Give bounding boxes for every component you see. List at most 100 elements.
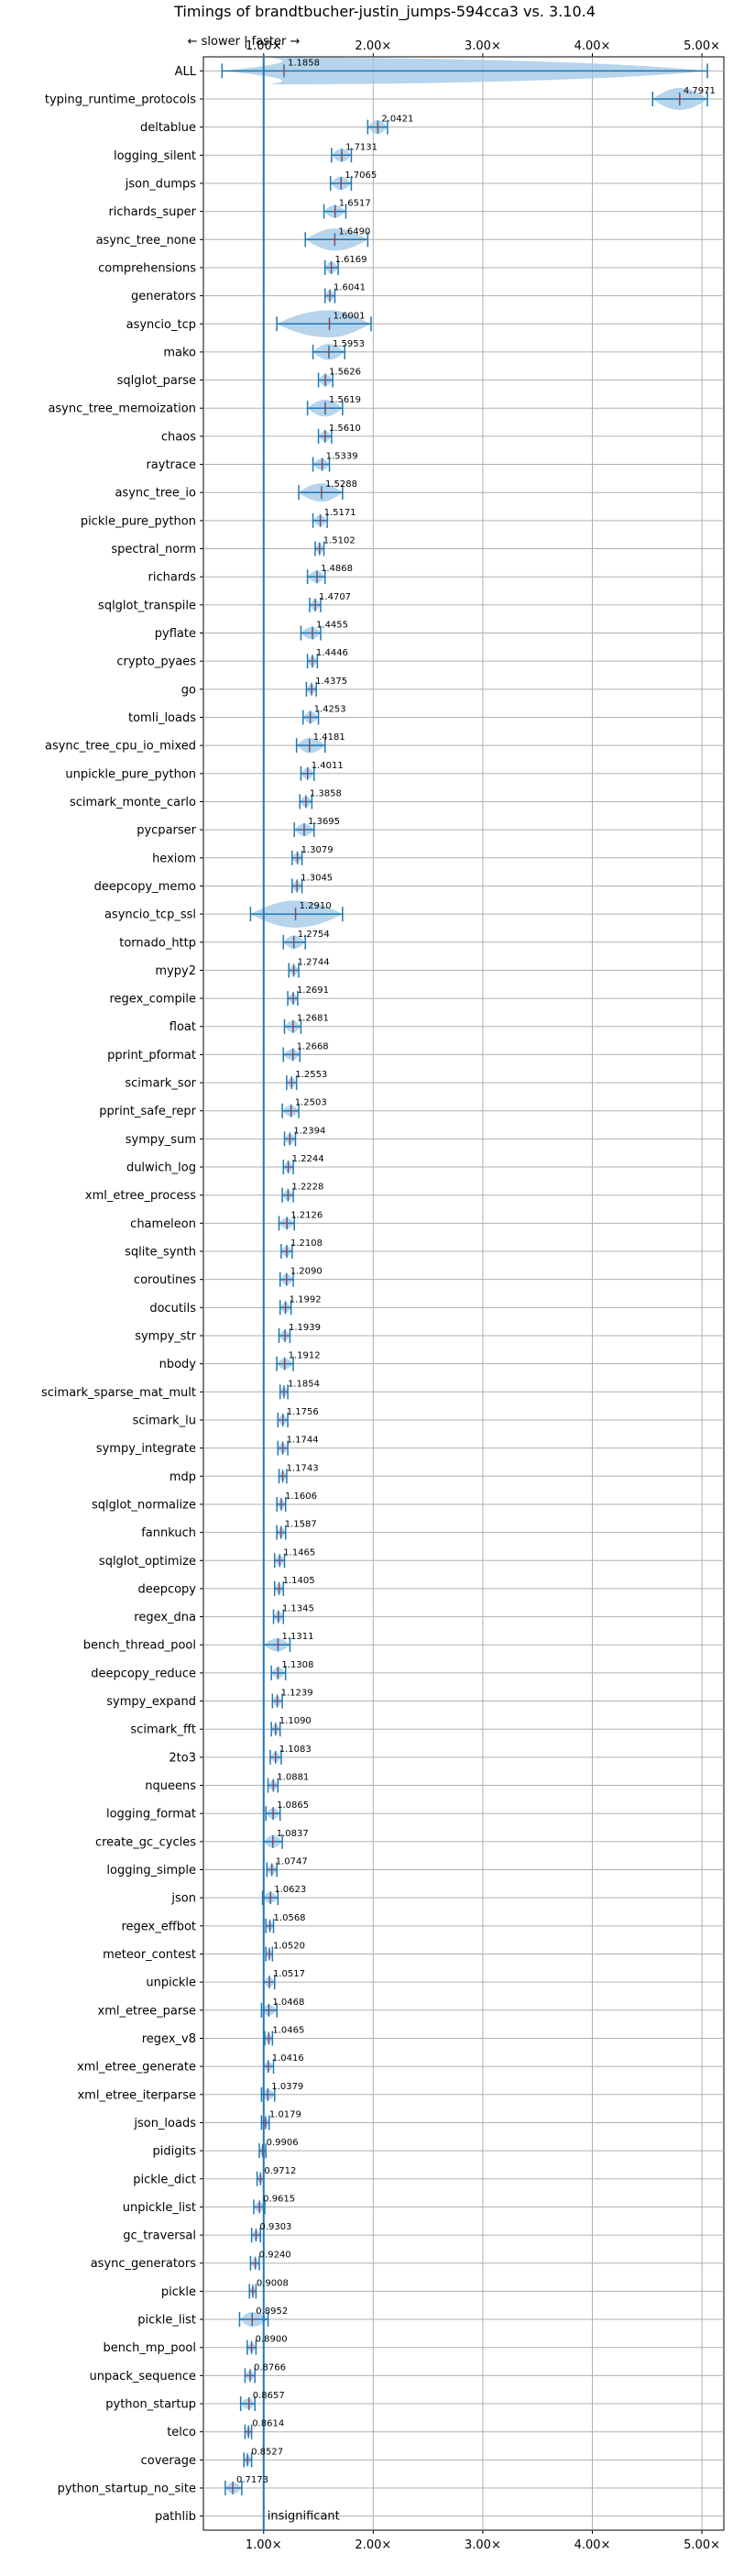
value-label: 1.1090 bbox=[279, 1716, 312, 1726]
value-label: 1.1992 bbox=[290, 1294, 322, 1305]
value-label: 0.9240 bbox=[259, 2251, 291, 2261]
value-label: 1.0837 bbox=[277, 1829, 309, 1839]
value-label: 1.0465 bbox=[272, 2025, 304, 2035]
benchmark-label: xml_etree_iterparse bbox=[77, 2088, 196, 2102]
value-label: 0.8657 bbox=[253, 2391, 285, 2401]
benchmark-label: regex_compile bbox=[109, 993, 196, 1007]
value-label: 1.4868 bbox=[321, 564, 353, 574]
value-label: 1.6001 bbox=[334, 311, 366, 321]
value-label: 2.0421 bbox=[381, 115, 413, 125]
value-label: 1.0568 bbox=[274, 1913, 306, 1923]
grid-layer bbox=[200, 53, 725, 2534]
benchmark-label: mypy2 bbox=[155, 964, 196, 978]
benchmark-label: python_startup bbox=[105, 2398, 196, 2412]
value-label: 1.1239 bbox=[281, 1689, 313, 1699]
value-label: 1.0468 bbox=[272, 1998, 304, 2008]
benchmark-label: logging_simple bbox=[106, 1864, 196, 1877]
value-label: 1.1606 bbox=[285, 1492, 317, 1502]
value-label: 1.4011 bbox=[312, 761, 344, 771]
benchmark-label: async_tree_cpu_io_mixed bbox=[45, 740, 196, 754]
benchmark-label: crypto_pyaes bbox=[116, 655, 196, 669]
value-label: 1.1744 bbox=[287, 1436, 319, 1446]
benchmark-label: sympy_sum bbox=[126, 1133, 196, 1147]
value-label: 1.2228 bbox=[291, 1183, 323, 1193]
value-label: 1.1743 bbox=[287, 1463, 319, 1473]
benchmark-label: async_tree_none bbox=[96, 234, 196, 248]
benchmark-label: deepcopy_memo bbox=[94, 880, 196, 894]
benchmark-label: generators bbox=[131, 290, 196, 303]
benchmark-label: json bbox=[170, 1892, 196, 1906]
value-label: 1.2090 bbox=[290, 1267, 323, 1277]
benchmark-label: sympy_expand bbox=[106, 1695, 196, 1709]
value-label: 1.6169 bbox=[335, 255, 367, 265]
value-label: 1.2744 bbox=[298, 957, 330, 967]
x-tick-label-top: 3.00× bbox=[465, 39, 501, 53]
value-label: 1.1587 bbox=[285, 1520, 317, 1530]
benchmark-label: pickle_list bbox=[137, 2314, 196, 2328]
value-label: 1.4707 bbox=[319, 592, 351, 602]
benchmark-label: 2to3 bbox=[169, 1751, 196, 1765]
value-label: 1.0747 bbox=[276, 1857, 308, 1867]
value-label: 1.2126 bbox=[290, 1210, 323, 1220]
value-label: 1.5610 bbox=[329, 424, 361, 434]
benchmark-label: gc_traversal bbox=[123, 2229, 196, 2243]
benchmark-label: asyncio_tcp_ssl bbox=[104, 908, 196, 922]
benchmark-label: json_dumps bbox=[125, 177, 196, 191]
x-tick-label-bottom: 5.00× bbox=[684, 2538, 720, 2552]
benchmark-label: mako bbox=[163, 346, 196, 359]
benchmark-label: deltablue bbox=[140, 121, 196, 135]
benchmark-label: spectral_norm bbox=[111, 543, 196, 556]
benchmark-label: raytrace bbox=[146, 458, 196, 472]
benchmark-label: deepcopy bbox=[137, 1582, 196, 1596]
value-label: 0.9712 bbox=[264, 2166, 296, 2176]
value-label: 1.6517 bbox=[339, 199, 371, 209]
benchmark-label: hexiom bbox=[152, 852, 196, 865]
value-label: 1.0416 bbox=[272, 2053, 304, 2064]
benchmark-label: pickle bbox=[161, 2285, 196, 2299]
value-label: 4.7971 bbox=[684, 86, 716, 96]
value-label: 1.2394 bbox=[293, 1126, 325, 1136]
benchmark-label: unpickle bbox=[146, 1976, 196, 1990]
benchmark-label: logging_format bbox=[106, 1808, 196, 1822]
value-label: 1.3858 bbox=[310, 788, 342, 798]
insignificant-label: insignificant bbox=[268, 2510, 340, 2524]
value-label: 0.9008 bbox=[257, 2278, 289, 2288]
benchmark-label: logging_silent bbox=[114, 149, 196, 163]
benchmark-label: coverage bbox=[141, 2454, 196, 2468]
value-label: 1.5102 bbox=[323, 536, 356, 546]
benchmark-label: regex_effbot bbox=[121, 1920, 196, 1933]
benchmark-label: scimark_fft bbox=[130, 1723, 196, 1737]
benchmark-label: unpickle_pure_python bbox=[65, 767, 196, 781]
benchmark-label: xml_etree_parse bbox=[98, 2004, 196, 2018]
benchmark-label: scimark_lu bbox=[133, 1414, 196, 1427]
benchmark-label: richards_super bbox=[108, 205, 196, 219]
benchmark-label: xml_etree_process bbox=[85, 1189, 196, 1203]
value-label: 1.1756 bbox=[287, 1407, 319, 1417]
value-label: 1.1308 bbox=[281, 1660, 313, 1670]
benchmark-label: sqlglot_transpile bbox=[98, 599, 196, 612]
benchmark-label: sympy_str bbox=[135, 1329, 196, 1343]
value-label: 1.2910 bbox=[300, 901, 332, 911]
value-label: 0.8900 bbox=[256, 2335, 288, 2345]
value-label: 1.0520 bbox=[273, 1941, 305, 1951]
x-tick-label-bottom: 3.00× bbox=[465, 2538, 501, 2552]
value-label: 1.1854 bbox=[288, 1379, 320, 1389]
benchmark-label: sqlglot_parse bbox=[117, 374, 196, 388]
benchmark-label: sqlglot_optimize bbox=[99, 1555, 196, 1569]
benchmark-label: create_gc_cycles bbox=[95, 1835, 196, 1849]
value-label: 1.2668 bbox=[297, 1041, 329, 1051]
value-label: 1.2754 bbox=[298, 930, 330, 940]
value-label: 1.2108 bbox=[290, 1238, 323, 1249]
value-label: 0.8527 bbox=[251, 2447, 283, 2457]
value-label: 0.7173 bbox=[236, 2475, 268, 2485]
value-label: 1.3045 bbox=[301, 873, 333, 883]
x-tick-label-top: 5.00× bbox=[684, 39, 720, 53]
benchmark-label: ALL bbox=[175, 65, 197, 79]
benchmark-label: nbody bbox=[159, 1358, 197, 1371]
value-label: 1.5619 bbox=[329, 395, 361, 405]
value-label: 1.2503 bbox=[295, 1098, 327, 1108]
value-label: 0.9615 bbox=[263, 2194, 295, 2204]
benchmark-label: dulwich_log bbox=[126, 1161, 196, 1175]
benchmark-label: pickle_pure_python bbox=[81, 514, 196, 528]
